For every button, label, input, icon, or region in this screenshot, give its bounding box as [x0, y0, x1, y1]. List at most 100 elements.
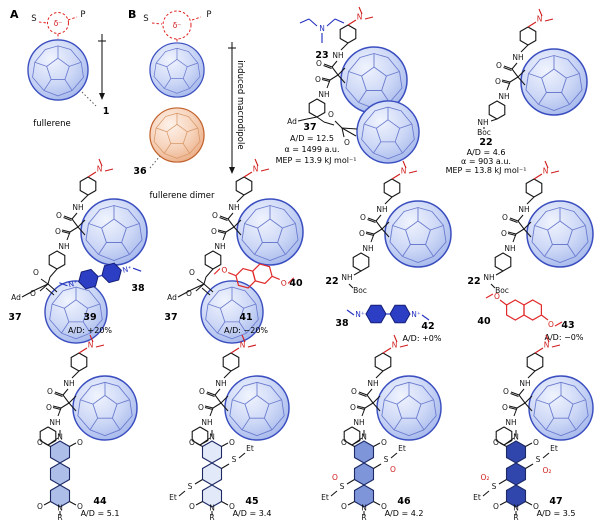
carbonyl-o-label: O [30, 289, 36, 298]
host-number: 22 [325, 276, 338, 287]
host-number: 37 [8, 312, 21, 323]
complex-42-drawing: NH Boc 22 38 42 A/D: +0% [325, 172, 460, 343]
structure-22-drawing: NH Boc 22 A/D = 4.6 α = 903 a.u. MEP = 1… [446, 4, 604, 175]
compound-number: 1 [103, 106, 110, 117]
sulfoxide-o-label: O [332, 473, 338, 482]
complex-41: O O Ad 40 37 41 A/D: −20% [158, 172, 310, 350]
label-leader-line [81, 91, 97, 107]
guest-number: 40 [477, 316, 491, 327]
nh-label: NH [477, 118, 488, 127]
arrow-label: induced macrodipole [235, 60, 245, 149]
fullerene-icon [357, 101, 419, 163]
donor-label: S [143, 14, 148, 24]
host-number: 37 [164, 312, 177, 323]
panel-a: A S δ⁻ P fullerene 1 [6, 4, 118, 136]
boc-tail-bonds [483, 118, 498, 129]
amine-bonds [299, 18, 345, 43]
amine-n-label: N [319, 24, 325, 33]
delta-label: δ⁻ [173, 21, 182, 30]
ndi-45-drawing: S Et S Et 45 A/D = 3.4 [169, 352, 304, 523]
carbonyl-o-label: O [189, 268, 195, 277]
fullerene-icon [81, 199, 147, 265]
acceptor-label: P [80, 10, 85, 20]
boc-tail-bonds [490, 270, 504, 289]
ad-ratio: A/D = 3.5 [537, 509, 576, 518]
s-label: S [384, 455, 389, 464]
ndi-47-drawing: S Et O₂ S Et O₂ 47 A/D = 3.5 [473, 352, 604, 523]
complex-39: O O Ad 38 37 39 A/D: +20% [2, 172, 158, 350]
naphthalene-guest-icon [485, 291, 563, 330]
panel-label: B [128, 8, 136, 21]
mep-value: MEP = 13.9 kJ mol⁻¹ [276, 156, 357, 165]
s-label: S [536, 455, 541, 464]
complex-41-drawing: O O Ad 40 37 41 A/D: −20% [164, 172, 310, 350]
delta-label: δ⁻ [54, 19, 63, 28]
nh-label: NH [341, 273, 352, 282]
s-label: S [492, 482, 497, 491]
ndi-core-icon [492, 429, 540, 523]
carbonyl-o-label: O [328, 110, 334, 119]
panel-a-drawing: A S δ⁻ P fullerene 1 [10, 8, 110, 129]
label-leader-line [149, 155, 161, 169]
boc-label: Boc [477, 128, 491, 137]
host-number: 22 [467, 276, 480, 287]
panel-caption: fullerene [33, 119, 71, 129]
adamantyl-label: Ad [167, 293, 177, 302]
ndi-46: S Et O S Et O 46 A/D = 4.2 [306, 352, 456, 524]
carbonyl-o-label: O [344, 138, 350, 147]
ndi-44-drawing: 44 A/D = 5.1 [36, 352, 152, 523]
complex-43-drawing: NH Boc 22 40 43 A/D: −0% [467, 172, 602, 342]
compound-number: 47 [549, 496, 562, 507]
panel-caption: fullerene dimer [150, 191, 215, 201]
ndi-44: 44 A/D = 5.1 [2, 352, 152, 524]
carbonyl-o-label: O [33, 268, 39, 277]
fullerene-icon [28, 40, 88, 100]
fullerene-icon [377, 376, 441, 440]
dipole-dashes [38, 16, 78, 39]
ndi-45: S Et S Et 45 A/D = 3.4 [154, 352, 304, 524]
ethyl-label: Et [550, 444, 558, 453]
nh-label: NH [483, 273, 494, 282]
dipole-dashes [151, 16, 202, 42]
fullerene-icon [529, 376, 593, 440]
ndi-core-icon [36, 429, 84, 523]
ndi-46-drawing: S Et O S Et O 46 A/D = 4.2 [321, 352, 456, 523]
structure-23: N 23 [286, 6, 362, 62]
compound-number: 42 [421, 321, 434, 332]
fullerene-icon [237, 199, 303, 265]
guest-number: 40 [289, 278, 303, 289]
structure-37-drawing: O O Ad 37 A/D = 12.5 α = 1499 a.u. MEP =… [276, 4, 420, 165]
sulfone-o2-label: O₂ [543, 466, 552, 475]
alpha-value: α = 903 a.u. [461, 157, 511, 166]
fullerene-icon [73, 376, 137, 440]
structure-23-drawing: N 23 [299, 18, 345, 61]
ad-ratio: A/D = 3.4 [233, 509, 272, 518]
compound-number: 45 [245, 496, 258, 507]
guest-number: 38 [131, 283, 145, 294]
ethyl-label: Et [246, 444, 254, 453]
ndi-core-icon [340, 429, 388, 523]
sulfone-bonds [482, 452, 550, 497]
structure-22: NH Boc 22 A/D = 4.6 α = 903 a.u. MEP = 1… [424, 4, 604, 175]
compound-number: 23 [315, 50, 328, 61]
fullerene-icon [527, 201, 593, 267]
ethyl-label: Et [473, 493, 481, 502]
ad-ratio: A/D = 12.5 [290, 134, 334, 143]
fullerene-orange-icon [150, 108, 204, 162]
boc-label: Boc [353, 286, 367, 295]
compound-number: 41 [239, 312, 252, 323]
compound-number: 37 [303, 122, 316, 133]
compound-number: 43 [561, 320, 574, 331]
dipole-axis-arrow [98, 34, 106, 100]
fullerene-icon [385, 201, 451, 267]
ad-ratio: A/D = 5.1 [81, 509, 120, 518]
ad-ratio: A/D = 4.2 [385, 509, 424, 518]
mep-value: MEP = 13.8 kJ mol⁻¹ [446, 166, 527, 175]
compound-number: 39 [83, 312, 96, 323]
s-label: S [188, 482, 193, 491]
fullerene-icon [521, 49, 587, 115]
thioether-bonds [178, 452, 246, 497]
ndi-47: S Et O₂ S Et O₂ 47 A/D = 3.5 [458, 352, 604, 524]
ad-ratio: A/D: −0% [545, 333, 584, 342]
alpha-value: α = 1499 a.u. [284, 145, 339, 154]
